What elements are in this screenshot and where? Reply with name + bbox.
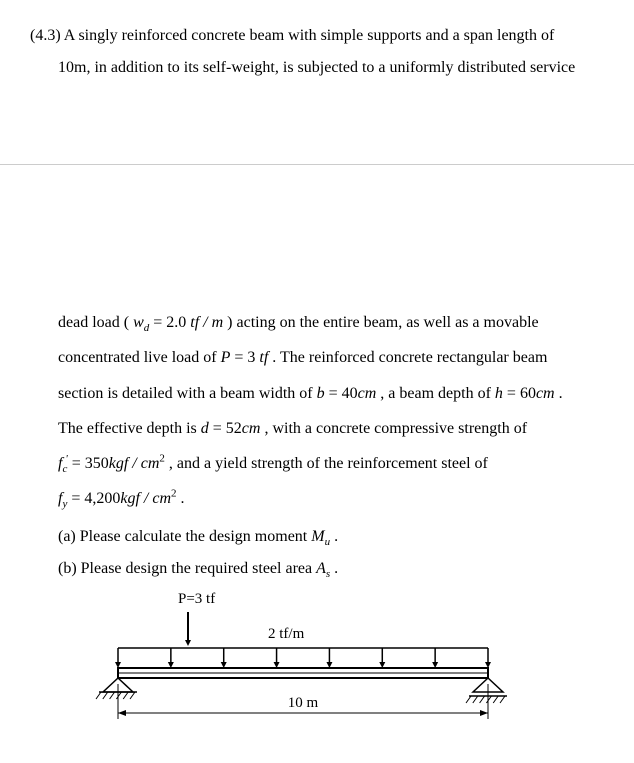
body-section: dead load ( wd = 2.0 tf / m ) acting on … bbox=[58, 305, 604, 517]
body-line-4: The effective depth is d = 52cm , with a… bbox=[58, 411, 604, 446]
beam-svg: 2 tf/m 10 m bbox=[58, 608, 538, 738]
body-line-5: fc' = 350kgf / cm2 , and a yield strengt… bbox=[58, 446, 604, 481]
question-b: (b) Please design the required steel are… bbox=[58, 553, 604, 585]
body-line-3: section is detailed with a beam width of… bbox=[58, 376, 604, 411]
beam-diagram: P=3 tf 2 tf/m 10 m bbox=[58, 591, 604, 743]
page-separator bbox=[0, 164, 634, 165]
problem-number: (4.3) bbox=[30, 27, 61, 44]
problem-header: (4.3) A singly reinforced concrete beam … bbox=[30, 20, 604, 84]
body-line-2: concentrated live load of P = 3 tf . The… bbox=[58, 340, 604, 375]
svg-text:10 m: 10 m bbox=[288, 695, 319, 711]
questions: (a) Please calculate the design moment M… bbox=[58, 521, 604, 585]
body-line-1: dead load ( wd = 2.0 tf / m ) acting on … bbox=[58, 305, 604, 340]
question-a: (a) Please calculate the design moment M… bbox=[58, 521, 604, 553]
problem-text-line-2: 10m, in addition to its self-weight, is … bbox=[58, 52, 604, 84]
point-load-label: P=3 tf bbox=[178, 591, 604, 608]
svg-text:2 tf/m: 2 tf/m bbox=[268, 626, 305, 642]
problem-text-line-1: A singly reinforced concrete beam with s… bbox=[64, 27, 555, 44]
body-line-6: fy = 4,200kgf / cm2 . bbox=[58, 481, 604, 516]
